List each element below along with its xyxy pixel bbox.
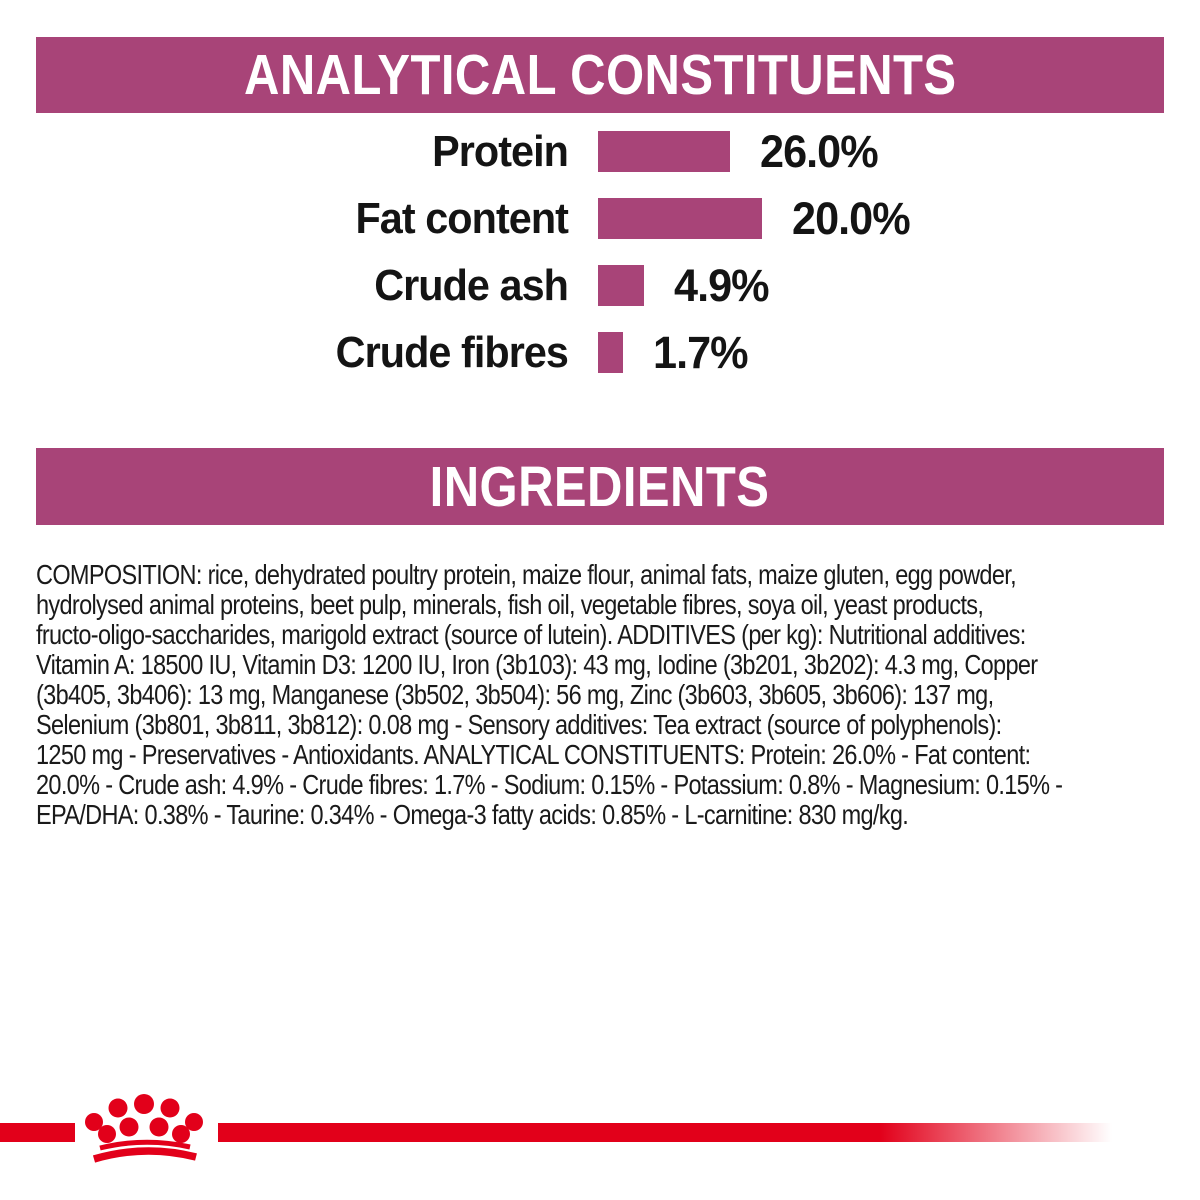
composition-line: COMPOSITION: rice, dehydrated poultry pr…: [36, 559, 1017, 590]
bar-label: Crude fibres: [335, 327, 569, 377]
composition-line: 20.0% - Crude ash: 4.9% - Crude fibres: …: [36, 769, 1063, 800]
bar-value: 1.7%: [653, 326, 749, 378]
chart-row-crude-ash: Crude ash 4.9%: [36, 252, 1164, 319]
composition-line: hydrolysed animal proteins, beet pulp, m…: [36, 589, 984, 620]
analytical-constituents-chart: Protein 26.0% Fat content 20.0% Crude as…: [36, 118, 1164, 386]
composition-line: Selenium (3b801, 3b811, 3b812): 0.08 mg …: [36, 709, 1002, 740]
bar-value: 4.9%: [674, 259, 770, 311]
bar-label: Protein: [432, 126, 569, 176]
brand-red-line-left: [0, 1123, 75, 1142]
bar: [598, 332, 623, 373]
composition-line: Vitamin A: 18500 IU, Vitamin D3: 1200 IU…: [36, 649, 1038, 680]
ingredients-banner: INGREDIENTS: [36, 448, 1164, 525]
composition-line: 1250 mg - Preservatives - Antioxidants. …: [36, 739, 1031, 770]
chart-row-protein: Protein 26.0%: [36, 118, 1164, 185]
bar: [598, 198, 762, 239]
bar: [598, 265, 644, 306]
chart-row-crude-fibres: Crude fibres 1.7%: [36, 319, 1164, 386]
bar-value: 20.0%: [792, 192, 911, 244]
composition-line: fructo-oligo-saccharides, marigold extra…: [36, 619, 1026, 650]
composition-line: EPA/DHA: 0.38% - Taurine: 0.34% - Omega-…: [36, 799, 909, 830]
royal-canin-crown-icon: [85, 1094, 203, 1163]
analytical-constituents-banner: ANALYTICAL CONSTITUENTS: [36, 37, 1164, 113]
bar: [598, 131, 730, 172]
composition-line: (3b405, 3b406): 13 mg, Manganese (3b502,…: [36, 679, 994, 710]
bar-label: Crude ash: [374, 260, 569, 310]
analytical-banner-title: ANALYTICAL CONSTITUENTS: [243, 43, 957, 107]
composition-text: COMPOSITION: rice, dehydrated poultry pr…: [36, 560, 1164, 830]
bar-value: 26.0%: [760, 125, 879, 177]
brand-red-line-right: [218, 1123, 1112, 1142]
chart-row-fat-content: Fat content 20.0%: [36, 185, 1164, 252]
bar-label: Fat content: [355, 193, 568, 243]
ingredients-banner-title: INGREDIENTS: [430, 454, 770, 519]
